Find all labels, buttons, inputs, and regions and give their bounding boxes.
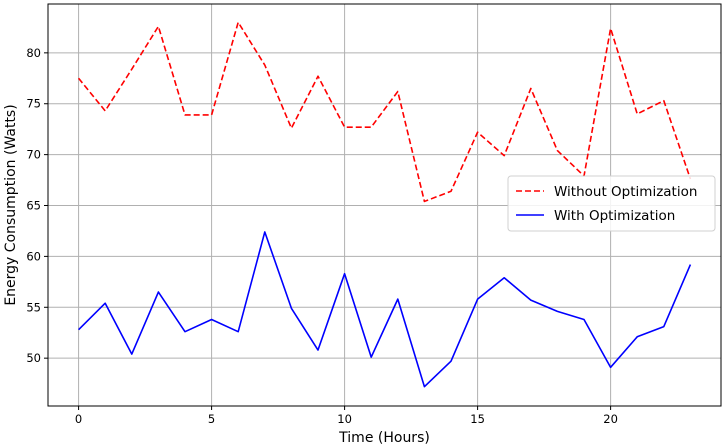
legend-label-without-optimization: Without Optimization <box>554 184 697 200</box>
x-tick-label: 10 <box>337 412 352 426</box>
series-lines <box>77 21 692 388</box>
series-line-without-optimization <box>77 21 692 203</box>
y-tick-label: 60 <box>26 249 41 263</box>
y-tick-label: 50 <box>26 351 41 365</box>
legend-label-with-optimization: With Optimization <box>554 208 675 224</box>
legend: Without Optimization With Optimization <box>507 175 716 232</box>
x-tick-label: 5 <box>208 412 215 426</box>
x-axis-label: Time (Hours) <box>338 430 430 446</box>
x-tick-label: 20 <box>603 412 618 426</box>
y-tick-label: 70 <box>26 148 41 162</box>
y-tick-label: 75 <box>26 97 41 111</box>
series-line-with-optimization <box>78 231 692 388</box>
y-axis-label: Energy Consumption (Watts) <box>3 104 19 305</box>
x-tick-label: 0 <box>75 412 82 426</box>
x-tick-label: 15 <box>470 412 485 426</box>
legend-box <box>507 175 716 232</box>
plot-frame <box>47 3 722 407</box>
y-tick-label: 80 <box>26 46 41 60</box>
y-tick-label: 65 <box>26 199 41 213</box>
y-tick-label: 55 <box>26 300 41 314</box>
axis-ticks: 0 5 10 15 20 50 55 60 65 70 75 80 <box>26 46 618 426</box>
